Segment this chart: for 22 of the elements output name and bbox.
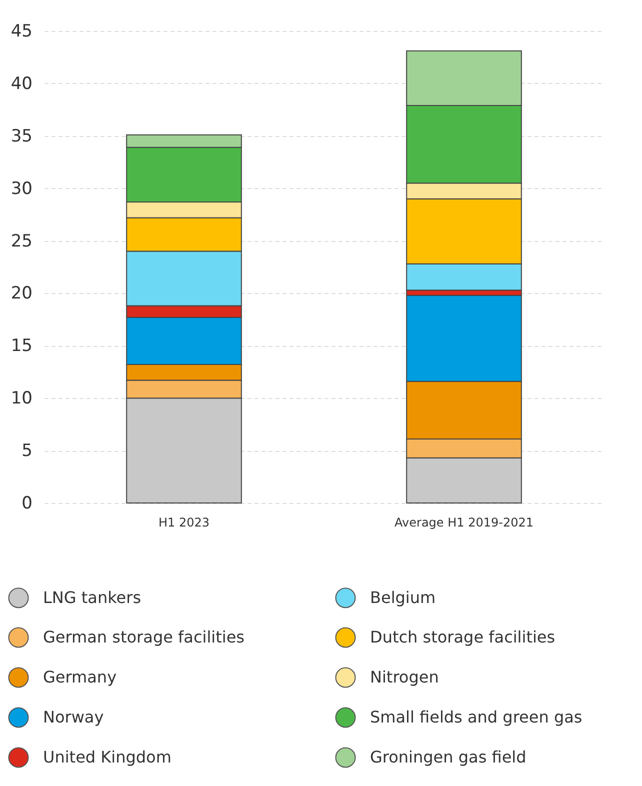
y-tick-label: 30 <box>10 178 32 199</box>
legend-label: LNG tankers <box>43 588 142 607</box>
y-tick-label: 25 <box>10 231 32 252</box>
y-tick-label: 20 <box>10 284 32 304</box>
legend-label: German storage facilities <box>43 628 244 646</box>
y-tick-label: 10 <box>10 388 32 409</box>
x-tick-label: H1 2023 <box>158 516 210 530</box>
y-tick-label: 0 <box>22 494 32 514</box>
y-tick-label: 45 <box>10 22 32 42</box>
x-tick-label: Average H1 2019-2021 <box>394 516 534 530</box>
y-tick-label: 40 <box>10 74 32 94</box>
legend-label: Groningen gas field <box>370 748 526 766</box>
legend-label: Small fields and green gas <box>370 708 582 726</box>
legend-label: Belgium <box>370 588 436 607</box>
legend-label: Norway <box>43 708 104 726</box>
y-tick-label: 15 <box>10 336 32 356</box>
legend-label: Dutch storage facilities <box>370 628 556 646</box>
legend-label: Nitrogen <box>370 668 439 686</box>
legend-label: Germany <box>43 668 117 686</box>
y-tick-label: 35 <box>10 126 32 146</box>
legend-label: United Kingdom <box>43 748 172 766</box>
y-tick-label: 5 <box>22 441 32 462</box>
